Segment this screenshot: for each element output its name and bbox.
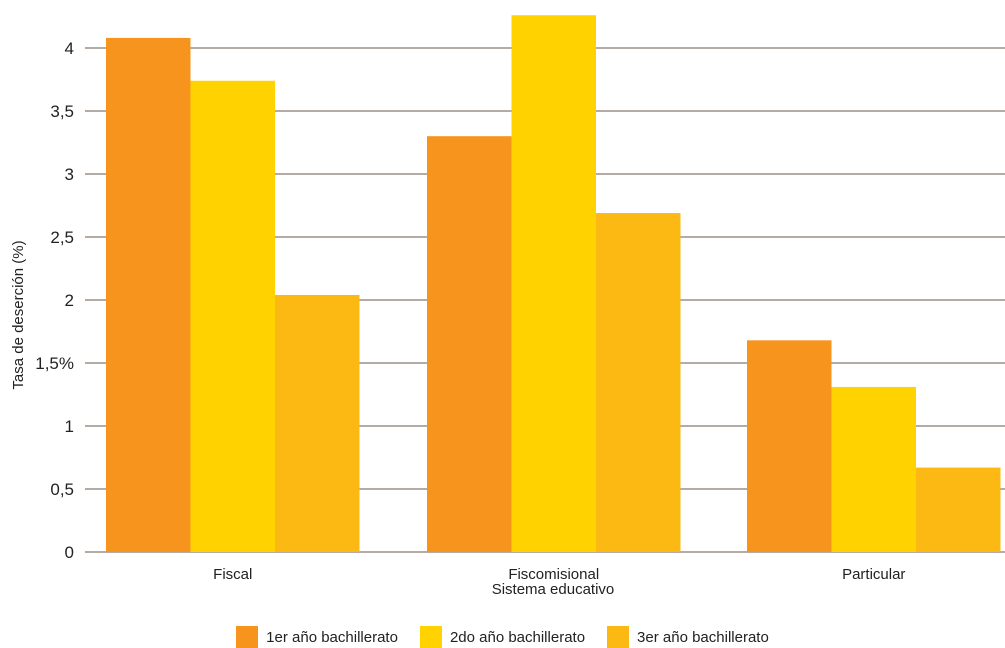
bars — [106, 15, 1001, 553]
bar — [596, 213, 681, 552]
y-tick-label: 1 — [65, 417, 74, 436]
y-tick-label: 3 — [65, 165, 74, 184]
legend-label: 3er año bachillerato — [637, 628, 769, 646]
y-tick-label: 0 — [65, 543, 74, 562]
y-axis-ticks: 0 0,5 1 1,5% 2 2,5 3 3,5 4 — [35, 39, 74, 562]
bar — [831, 386, 916, 552]
bar — [190, 80, 275, 552]
y-tick-label: 4 — [65, 39, 74, 58]
legend-item: 3er año bachillerato — [607, 626, 769, 648]
x-axis-categories: Fiscal Fiscomisional Particular — [213, 566, 905, 583]
y-tick-label: 0,5 — [50, 480, 74, 499]
bar — [275, 294, 360, 552]
bar — [747, 340, 832, 552]
bar — [427, 136, 512, 552]
bar — [511, 15, 596, 553]
bar — [916, 467, 1001, 552]
legend-label: 2do año bachillerato — [449, 628, 586, 646]
x-category-label: Fiscomisional — [508, 566, 599, 583]
x-category-label: Particular — [842, 566, 905, 583]
x-category-label: Fiscal — [213, 566, 252, 583]
y-tick-label: 3,5 — [50, 102, 74, 121]
legend-swatch — [607, 626, 630, 648]
legend-swatch — [419, 626, 442, 648]
y-axis-title: Tasa de deserción (%) — [10, 240, 27, 389]
y-tick-label: 2 — [65, 291, 74, 310]
legend-item: 2do año bachillerato — [419, 626, 586, 648]
legend-swatch — [236, 626, 259, 648]
bar — [106, 37, 191, 553]
y-tick-label: 1,5% — [35, 354, 74, 373]
legend-label: 1er año bachillerato — [266, 628, 398, 646]
y-tick-label: 2,5 — [50, 228, 74, 247]
bar-chart: 0 0,5 1 1,5% 2 2,5 3 3,5 4 Fiscal Fiscomisional Pa… — [10, 15, 1005, 598]
x-axis-title: Sistema educativo — [492, 581, 615, 598]
legend: 1er año bachillerato 2do año bachillerato… — [0, 626, 1005, 648]
legend-item: 1er año bachillerato — [236, 626, 398, 648]
